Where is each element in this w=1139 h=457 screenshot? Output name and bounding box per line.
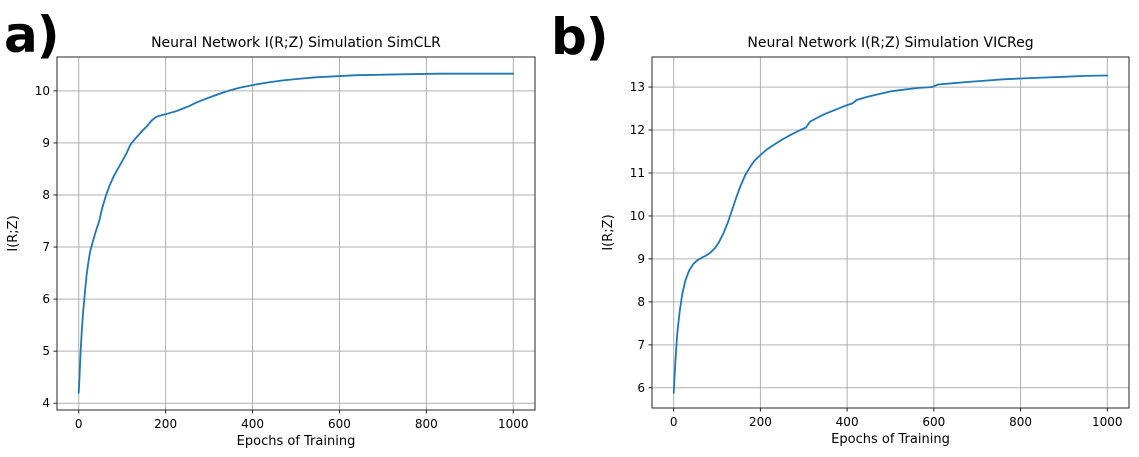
panel-label-b: b) xyxy=(551,8,609,66)
x-axis-label: Epochs of Training xyxy=(237,434,356,449)
y-tick-label: 5 xyxy=(42,344,50,358)
y-axis-label: I(R;Z) xyxy=(6,215,21,251)
x-tick-label: 0 xyxy=(670,415,678,429)
y-tick-label: 10 xyxy=(630,209,645,223)
y-tick-label: 12 xyxy=(630,123,645,137)
series-line xyxy=(77,72,515,394)
y-tick-label: 9 xyxy=(637,252,645,266)
x-axis-label: Epochs of Training xyxy=(831,432,950,447)
plot-border xyxy=(651,56,1130,409)
series-line xyxy=(672,74,1109,394)
x-tick-label: 400 xyxy=(836,415,859,429)
x-tick-label: 800 xyxy=(1009,415,1032,429)
y-tick-label: 7 xyxy=(42,240,50,254)
y-tick-label: 6 xyxy=(637,381,645,395)
x-tick-label: 0 xyxy=(75,417,83,431)
y-tick-label: 10 xyxy=(35,84,50,98)
x-tick-label: 200 xyxy=(154,417,177,431)
y-axis-label: I(R;Z) xyxy=(601,214,616,250)
y-tick-label: 4 xyxy=(42,396,50,410)
plot-background xyxy=(57,57,535,410)
x-tick-label: 800 xyxy=(415,417,438,431)
x-tick-label: 600 xyxy=(922,415,945,429)
panel-label-a: a) xyxy=(4,6,60,64)
y-tick-label: 9 xyxy=(42,136,50,150)
y-tick-label: 6 xyxy=(42,292,50,306)
plot-border xyxy=(56,56,536,411)
plot-background xyxy=(652,57,1129,408)
y-tick-label: 8 xyxy=(637,295,645,309)
x-tick-label: 200 xyxy=(749,415,772,429)
vicreg-chart: 0 200 400 600 800 1000 6 7 8 9 10 11 12 13 Neural Netw… xyxy=(601,35,1130,447)
y-tick-label: 8 xyxy=(42,188,50,202)
x-tick-label: 1000 xyxy=(498,417,529,431)
simclr-chart: 0 200 400 600 800 1000 4 5 6 7 8 9 10 Neural Network … xyxy=(6,35,536,449)
y-tick-label: 11 xyxy=(630,166,645,180)
y-tick-label: 13 xyxy=(630,80,645,94)
x-tick-label: 600 xyxy=(328,417,351,431)
y-tick-label: 7 xyxy=(637,338,645,352)
x-tick-label: 400 xyxy=(241,417,264,431)
chart-title: Neural Network I(R;Z) Simulation SimCLR xyxy=(151,35,441,51)
chart-title: Neural Network I(R;Z) Simulation VICReg xyxy=(747,35,1033,51)
x-tick-label: 1000 xyxy=(1092,415,1123,429)
